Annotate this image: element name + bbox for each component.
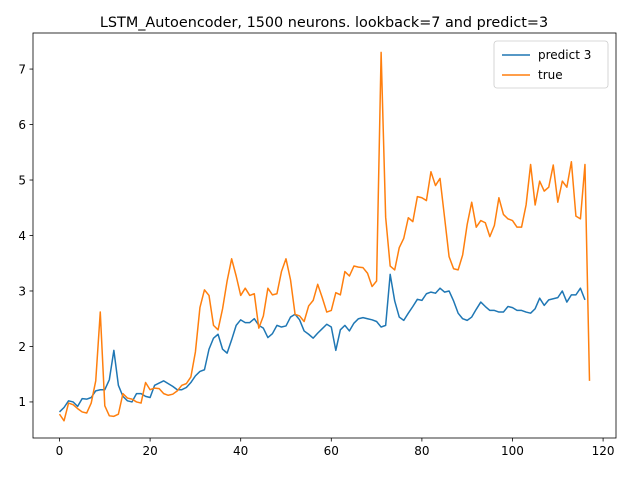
y-tick-label: 1 [18,395,26,409]
x-tick-label: 80 [414,444,429,458]
chart-title: LSTM_Autoencoder, 1500 neurons. lookback… [100,15,548,31]
plot-area [58,51,591,422]
y-tick-label: 5 [18,173,26,187]
legend-label-true: true [538,68,563,82]
y-tick-label: 4 [18,229,26,243]
y-tick-label: 3 [18,284,26,298]
x-tick-label: 100 [501,444,524,458]
y-axis: 1 2 3 4 5 6 7 [18,62,33,409]
x-axis: 0 20 40 60 80 100 120 [56,438,615,458]
y-tick-label: 6 [18,118,26,132]
x-tick-label: 0 [56,444,64,458]
series-line-predict-3 [58,273,586,413]
legend-label-predict-3: predict 3 [538,48,591,62]
y-tick-label: 7 [18,62,26,76]
x-tick-label: 20 [142,444,157,458]
y-tick-label: 2 [18,340,26,354]
x-tick-label: 40 [233,444,248,458]
x-tick-label: 120 [592,444,615,458]
legend-box [493,40,609,89]
series-line-true [58,51,591,422]
x-tick-label: 60 [324,444,339,458]
legend: predict 3 true [493,40,609,89]
